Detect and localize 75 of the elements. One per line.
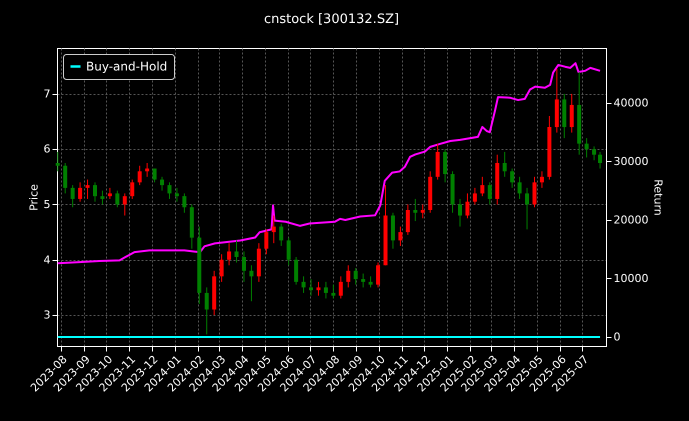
candlestick (152, 168, 157, 183)
candlestick (472, 187, 477, 205)
candlestick (368, 276, 373, 288)
candlestick (420, 204, 425, 219)
candlestick (78, 182, 82, 202)
candlestick (160, 176, 164, 192)
candlestick (413, 198, 418, 222)
candlestick (532, 176, 536, 208)
candlestick (338, 276, 343, 299)
candlestick (302, 276, 306, 294)
legend-label: Buy-and-Hold (86, 60, 168, 74)
candlestick (584, 138, 589, 158)
candlestick (249, 264, 254, 302)
candlestick (592, 146, 596, 161)
candlestick (324, 281, 328, 299)
candlestick (56, 151, 60, 172)
candlestick (480, 176, 484, 197)
candlestick (264, 228, 268, 255)
candlestick (570, 93, 574, 134)
y-axis-title: Price (28, 184, 40, 211)
y2-tick-label: 40000 (614, 96, 648, 110)
candlestick (182, 192, 186, 214)
candlestick (398, 226, 402, 246)
candlestick (108, 187, 112, 200)
y2-tick-label: 30000 (614, 154, 648, 168)
candlestick (502, 151, 507, 178)
candlestick (540, 170, 544, 188)
candlestick (525, 187, 530, 230)
candlestick (458, 198, 462, 228)
candlestick (70, 184, 75, 208)
candlestick (227, 242, 232, 266)
candlestick (130, 179, 134, 200)
candlestick (122, 192, 127, 216)
candlestick (361, 273, 366, 288)
candlestick (234, 240, 239, 264)
candlestick (86, 179, 90, 200)
candlestick (167, 182, 172, 200)
candlestick (92, 182, 97, 202)
y-tick-label: 7 (44, 87, 50, 100)
candlestick (115, 190, 120, 208)
candlestick (279, 223, 284, 246)
y2-tick-label: 10000 (614, 272, 648, 285)
candlestick (100, 190, 104, 205)
candlestick (488, 182, 492, 205)
candlestick (376, 262, 380, 288)
candlestick (443, 148, 448, 183)
candlestick (346, 264, 350, 288)
candlestick (309, 278, 314, 296)
y-tick-label: 5 (44, 198, 50, 211)
chart-title: cnstock [300132.SZ] (264, 12, 400, 27)
candlestick (138, 165, 142, 186)
y2-tick-label: 0 (614, 330, 620, 344)
candlestick (354, 268, 358, 286)
candlestick (272, 215, 276, 244)
candlestick (406, 204, 410, 236)
y-tick-label: 4 (44, 253, 50, 266)
y-tick-label: 6 (44, 142, 50, 156)
candlestick (286, 237, 291, 266)
y-tick-label: 3 (44, 308, 50, 322)
candlestick (316, 281, 320, 296)
candlestick (331, 284, 336, 299)
y2-axis-title: Return (651, 179, 664, 216)
candlestick (465, 192, 470, 219)
line-series (56, 62, 602, 264)
candlestick (174, 187, 179, 202)
candlestick (63, 162, 68, 194)
y2-tick-label: 20000 (614, 213, 648, 226)
candlestick (294, 256, 298, 286)
candlestick (220, 254, 224, 282)
candlestick (145, 162, 150, 178)
candlestick (204, 286, 209, 335)
candlestick (598, 151, 602, 170)
candlestick (242, 250, 246, 282)
candlestick (510, 168, 514, 188)
candlestick (518, 176, 522, 200)
